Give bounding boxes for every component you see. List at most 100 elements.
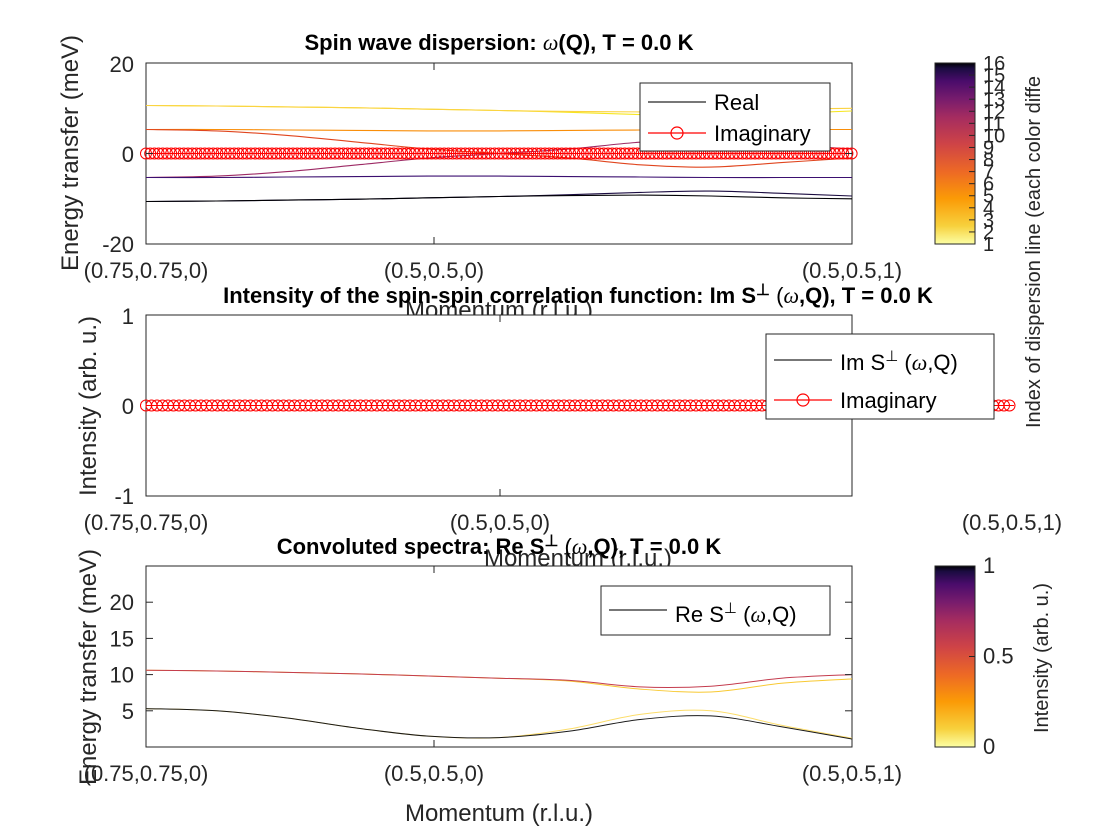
- imaginary-marker: [173, 147, 186, 160]
- x-tick-label: (0.5,0.5,1): [962, 510, 1062, 535]
- colorbar-tick-label: 9: [983, 138, 994, 160]
- legend: Re S⊥ (ω,Q): [600, 585, 831, 636]
- x-tick-label: (0.5,0.5,0): [384, 258, 484, 283]
- imaginary-marker: [471, 147, 484, 160]
- imaginary-marker: [467, 147, 480, 160]
- y-tick-label: -20: [102, 232, 134, 257]
- colorbar-ticks: 00.51: [969, 553, 1014, 759]
- imaginary-marker: [366, 147, 379, 160]
- imaginary-marker: [211, 147, 224, 160]
- imaginary-marker: [1003, 399, 1016, 412]
- imaginary-marker: [371, 147, 383, 160]
- imaginary-marker: [547, 147, 560, 160]
- imaginary-marker: [446, 147, 459, 160]
- y-ticks: 5 10 15 20: [110, 590, 852, 724]
- imaginary-marker: [182, 147, 194, 160]
- imaginary-marker: [606, 147, 619, 160]
- imaginary-marker: [530, 147, 543, 160]
- imaginary-marker: [396, 147, 409, 160]
- imaginary-marker: [526, 147, 539, 160]
- imaginary-marker: [450, 147, 463, 160]
- colorbar-tick-label: 16: [983, 53, 1005, 75]
- imaginary-marker: [152, 147, 165, 160]
- imaginary-marker: [408, 147, 421, 160]
- x-tick-label: (0.5,0.5,1): [802, 258, 902, 283]
- imaginary-marker: [824, 147, 837, 160]
- imaginary-marker: [463, 147, 476, 160]
- imaginary-marker: [303, 147, 316, 160]
- imaginary-marker: [429, 147, 442, 160]
- imaginary-marker: [245, 147, 257, 160]
- colorbar-tick-label: 1: [983, 553, 995, 578]
- legend: Im S⊥ (ω,Q) Imaginary: [765, 333, 995, 420]
- y-tick-label: 1: [122, 304, 134, 329]
- y-tick-label: 0: [122, 394, 134, 419]
- x-tick-label: (0.5,0.5,1): [802, 761, 902, 786]
- legend-label: Imaginary: [840, 388, 937, 413]
- imaginary-marker: [522, 147, 535, 160]
- imaginary-marker: [425, 147, 438, 160]
- colorbar-tick-label: 12: [983, 101, 1005, 123]
- y-tick-label: 10: [110, 663, 134, 688]
- dispersion-line: [145, 194, 853, 203]
- imaginary-marker: [287, 147, 299, 160]
- imaginary-marker: [358, 147, 371, 160]
- imaginary-marker: [627, 147, 640, 160]
- imaginary-marker: [232, 147, 245, 160]
- imaginary-marker: [308, 147, 320, 160]
- panel-intensity: 1 0 -1 (0.75,0.75,0) (0.5,0.5,0) (0.5,0.…: [75, 282, 1062, 572]
- y-axis-label: Energy transfer (meV): [75, 549, 102, 785]
- colorbar-tick-label: 2: [983, 222, 994, 244]
- imaginary-marker: [266, 147, 278, 160]
- imaginary-marker: [841, 147, 854, 160]
- imaginary-marker: [345, 147, 358, 160]
- imaginary-marker: [240, 147, 253, 160]
- imaginary-marker: [597, 147, 610, 160]
- spectra-line: [145, 669, 853, 688]
- colorbar-tick-label: 11: [983, 113, 1004, 135]
- imaginary-marker: [509, 147, 522, 160]
- imaginary-marker: [249, 147, 262, 160]
- colorbar-label: Index of dispersion line (each color dif…: [1023, 76, 1045, 428]
- legend-label: Real: [714, 90, 759, 115]
- imaginary-marker: [459, 147, 472, 160]
- imaginary-marker: [161, 147, 173, 160]
- x-axis-label: Momentum (r.l.u.): [405, 800, 593, 827]
- imaginary-marker: [488, 147, 501, 160]
- imaginary-marker: [539, 147, 551, 160]
- imaginary-marker: [513, 147, 526, 160]
- imaginary-marker: [224, 147, 236, 160]
- x-tick-label: (0.75,0.75,0): [84, 258, 209, 283]
- imaginary-marker: [610, 147, 623, 160]
- y-tick-label: 0: [122, 142, 134, 167]
- colorbar-tick-label: 5: [983, 186, 994, 208]
- legend-marker-imaginary: [796, 393, 810, 407]
- imaginary-marker: [190, 147, 203, 160]
- imaginary-marker: [421, 147, 434, 160]
- y-tick-label: 20: [110, 590, 134, 615]
- imaginary-marker: [387, 147, 400, 160]
- x-tick-label: (0.5,0.5,0): [450, 510, 550, 535]
- y-tick-label: 20: [110, 52, 134, 77]
- chart-title: Intensity of the spin-spin correlation f…: [223, 282, 933, 308]
- imaginary-marker: [551, 147, 564, 160]
- colorbar: 00.51 Intensity (arb. u.): [934, 553, 1053, 759]
- dispersion-line: [145, 175, 852, 179]
- imaginary-marker: [253, 147, 266, 160]
- colorbar-tick-label: 3: [983, 210, 994, 232]
- y-axis-label: Energy transfer (meV): [57, 35, 84, 271]
- imaginary-markers: [140, 147, 858, 160]
- colorbar-label: Intensity (arb. u.): [1031, 583, 1053, 733]
- imaginary-marker: [215, 147, 228, 160]
- imaginary-marker: [555, 147, 568, 160]
- colorbar-tick-label: 10: [983, 125, 1005, 147]
- y-tick-label: 5: [122, 699, 134, 724]
- y-axis-label: Intensity (arb. u.): [75, 316, 102, 496]
- imaginary-marker: [480, 147, 493, 160]
- imaginary-marker: [564, 147, 577, 160]
- imaginary-marker: [295, 147, 308, 160]
- colorbar-tick-label: 8: [983, 150, 994, 172]
- imaginary-marker: [631, 147, 644, 160]
- panel-dispersion: 20 0 -20 (0.75,0.75,0) (0.5,0.5,0) (0.5,…: [57, 30, 1045, 428]
